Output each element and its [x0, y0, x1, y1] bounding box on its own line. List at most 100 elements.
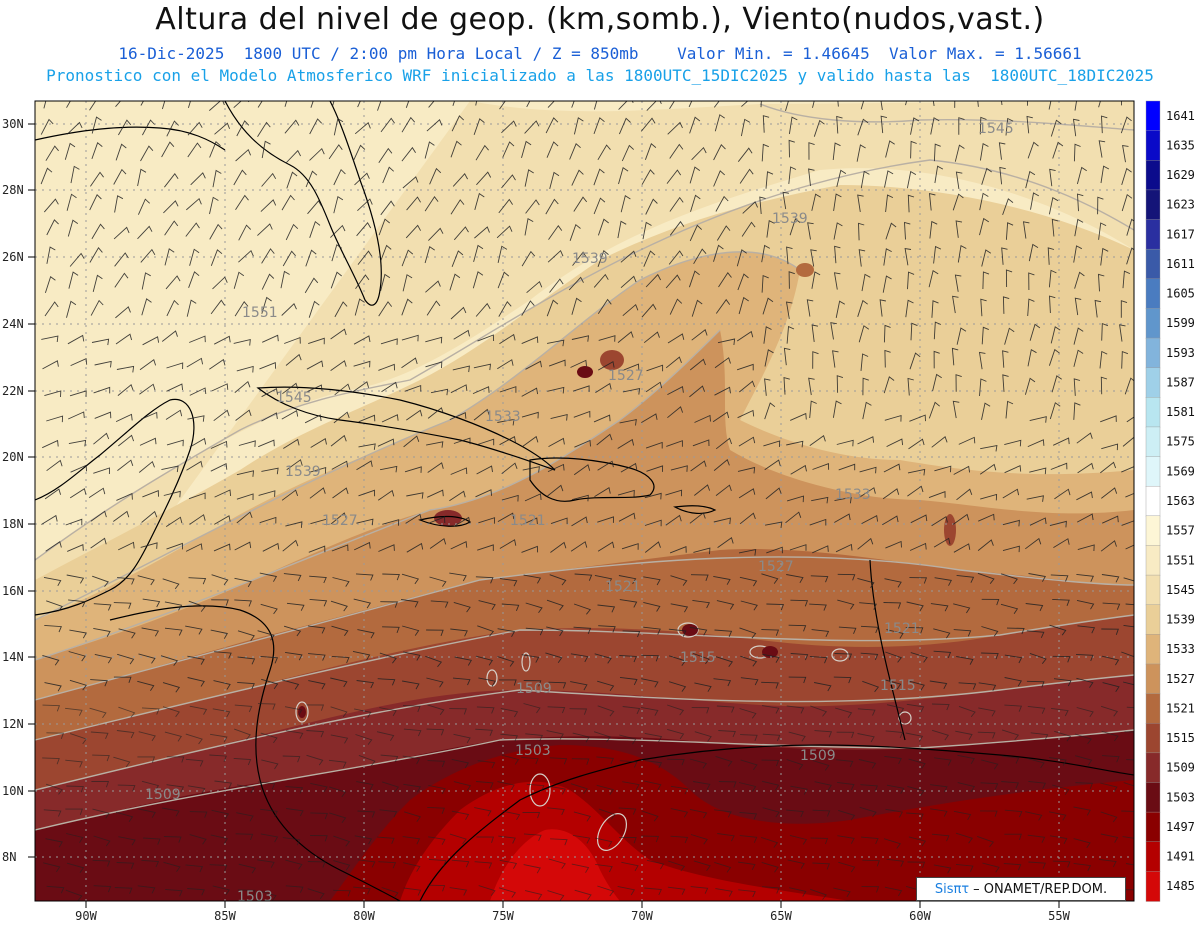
wind-barb: [955, 374, 962, 392]
wind-barb: [403, 783, 421, 793]
wind-barb: [233, 101, 250, 109]
wind-barb: [377, 678, 396, 686]
wind-barb: [689, 224, 703, 242]
wind-barb: [307, 200, 322, 215]
wind-barb: [885, 540, 902, 549]
wind-barb: [833, 222, 843, 240]
wind-barb: [211, 574, 229, 586]
colorbar-label: 1557: [1166, 524, 1195, 538]
wind-barb: [281, 489, 299, 501]
wind-barb: [402, 176, 419, 189]
wind-barb: [1077, 193, 1084, 212]
wind-barb: [690, 194, 701, 212]
wind-barb: [380, 601, 398, 608]
wind-barb: [857, 118, 869, 136]
wind-barb: [1122, 681, 1134, 686]
y-tick-label: 18N: [2, 517, 24, 531]
wind-barb: [309, 118, 323, 135]
colorbar: 1641163516291623161716111605159915931587…: [1145, 100, 1195, 902]
wind-barb: [573, 196, 588, 212]
wind-barb: [425, 336, 443, 344]
wind-barb: [761, 836, 779, 848]
colorbar-swatch: [1145, 604, 1161, 636]
wind-barb: [334, 383, 351, 396]
wind-barb: [453, 516, 471, 527]
wind-barb: [354, 172, 370, 186]
wind-barb: [525, 733, 543, 742]
wind-barb: [1098, 101, 1101, 108]
wind-barb: [933, 650, 952, 659]
wind-barb: [526, 101, 531, 108]
wind-barb: [620, 275, 637, 289]
yucatan-coast: [35, 398, 195, 616]
wind-barb: [904, 221, 911, 240]
wind-barb: [67, 544, 84, 552]
wind-barb: [1052, 141, 1064, 159]
wind-barb: [406, 492, 424, 499]
wind-barb: [571, 101, 575, 108]
wind-barb: [214, 651, 232, 659]
wind-barb: [622, 781, 640, 791]
wind-barb: [261, 172, 277, 187]
wind-barb: [857, 577, 875, 589]
wind-barb: [880, 115, 888, 134]
wind-barb: [1100, 540, 1117, 552]
wind-barb: [595, 863, 613, 873]
wind-barb: [113, 756, 131, 768]
wind-barb: [358, 489, 376, 497]
wind-barb: [1100, 376, 1108, 395]
wind-barb: [1026, 495, 1044, 502]
wind-barb: [645, 381, 663, 393]
wind-barb: [163, 836, 182, 843]
wind-barb: [808, 168, 815, 186]
wind-barb: [739, 512, 756, 525]
wind-barb: [1075, 755, 1093, 766]
wind-barb: [475, 655, 494, 666]
wind-barb: [333, 117, 344, 136]
wind-barb: [644, 541, 661, 553]
wind-barb: [113, 676, 132, 683]
wind-barb: [953, 629, 972, 637]
wind-barb: [1125, 492, 1134, 498]
wind-barb: [834, 513, 851, 523]
wind-barb: [1052, 598, 1070, 606]
wind-barb: [1029, 467, 1047, 475]
wind-barb: [597, 298, 612, 314]
wind-barb: [546, 626, 564, 637]
wind-barb: [236, 493, 254, 501]
wind-barb: [737, 147, 753, 162]
wind-barb: [89, 707, 107, 719]
wind-barb: [404, 384, 422, 392]
wind-barb: [811, 496, 829, 504]
wind-barb: [189, 248, 200, 266]
wind-barb: [354, 541, 371, 551]
wind-barb: [430, 600, 449, 608]
wind-barb: [1119, 324, 1126, 342]
wind-barb: [166, 542, 183, 550]
wind-barb: [883, 838, 902, 849]
wind-barb: [571, 758, 590, 765]
wind-barb: [402, 680, 420, 690]
wind-barb: [809, 603, 827, 611]
wind-barb: [546, 299, 559, 317]
wind-barb: [162, 578, 180, 590]
wind-barb: [331, 625, 349, 637]
wind-barb: [860, 625, 879, 634]
x-tick-label: 90W: [75, 909, 97, 923]
wind-barb: [956, 488, 973, 501]
wind-barb: [905, 627, 924, 634]
wind-barb: [958, 117, 965, 135]
wind-barb: [1101, 755, 1120, 763]
wind-barb: [475, 728, 493, 736]
wind-barb: [739, 576, 758, 587]
colorbar-swatch: [1145, 160, 1161, 191]
wind-barb: [1121, 520, 1134, 526]
wind-barb: [884, 679, 902, 690]
wind-barb: [115, 333, 133, 345]
wind-barb: [691, 146, 707, 161]
wind-barb: [162, 807, 180, 817]
wind-barb: [596, 784, 614, 795]
wind-barb: [331, 101, 335, 108]
wind-barb: [166, 784, 185, 793]
colorbar-label: 1563: [1166, 494, 1195, 508]
